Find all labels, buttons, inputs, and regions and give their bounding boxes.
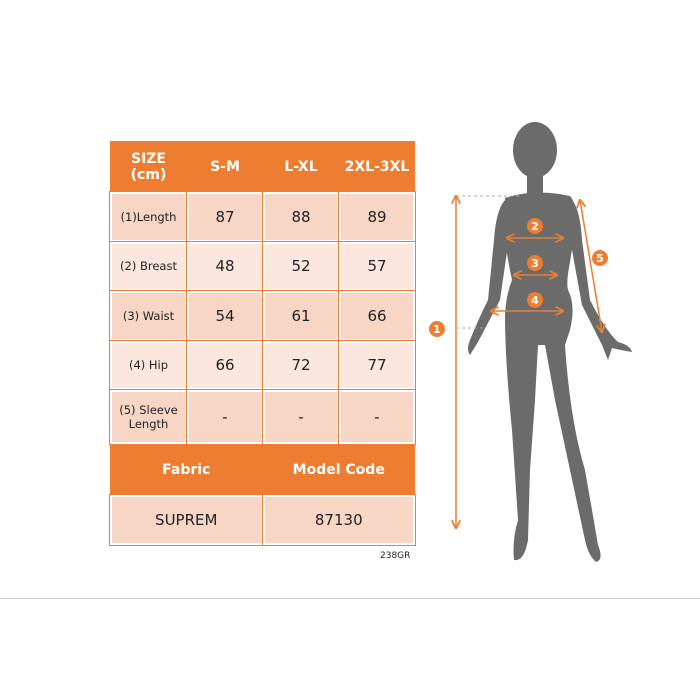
cell: - bbox=[262, 389, 340, 445]
marker-4 bbox=[527, 292, 543, 308]
cell: 48 bbox=[186, 240, 264, 292]
cell: 66 bbox=[338, 290, 416, 342]
cell: 87 bbox=[186, 191, 264, 243]
guide-lines bbox=[456, 195, 520, 329]
table-row: (2) Breast 48 52 57 bbox=[109, 240, 416, 292]
cell: - bbox=[186, 389, 264, 445]
cell: 89 bbox=[338, 191, 416, 243]
size-col: S-M bbox=[187, 141, 263, 192]
measurement-lines bbox=[456, 196, 602, 528]
cell: 54 bbox=[186, 290, 264, 342]
row-label: (5) Sleeve Length bbox=[109, 389, 188, 445]
marker-5-label: 5 bbox=[596, 252, 604, 265]
cell: 61 bbox=[262, 290, 340, 342]
cell: 77 bbox=[338, 339, 416, 391]
cell: 57 bbox=[338, 240, 416, 292]
marker-3 bbox=[527, 255, 543, 271]
markers: 1 2 3 4 5 bbox=[429, 218, 608, 337]
size-header: SIZE (cm) bbox=[110, 141, 187, 192]
table-row: (1)Length 87 88 89 bbox=[109, 191, 416, 243]
model-code-value: 87130 bbox=[261, 494, 416, 546]
marker-3-label: 3 bbox=[531, 257, 539, 270]
cell: 52 bbox=[262, 240, 340, 292]
marker-2-label: 2 bbox=[531, 220, 539, 233]
table-row: (3) Waist 54 61 66 bbox=[109, 290, 416, 342]
row-label: (3) Waist bbox=[109, 290, 188, 342]
cell: 72 bbox=[262, 339, 340, 391]
size-chart-table: SIZE (cm) S-M L-XL 2XL-3XL (1)Length 87 … bbox=[109, 141, 416, 546]
footer-header-row: Fabric Model Code bbox=[110, 444, 415, 495]
header-row: SIZE (cm) S-M L-XL 2XL-3XL bbox=[110, 141, 415, 192]
fabric-header: Fabric bbox=[110, 444, 263, 495]
image-code: 238GR bbox=[380, 551, 411, 561]
model-code-header: Model Code bbox=[262, 444, 415, 495]
marker-5 bbox=[592, 250, 608, 266]
silhouette bbox=[468, 122, 632, 562]
marker-2 bbox=[527, 218, 543, 234]
marker-1-label: 1 bbox=[433, 323, 441, 336]
divider bbox=[0, 598, 700, 599]
row-label: (2) Breast bbox=[109, 240, 188, 292]
marker-1 bbox=[429, 321, 445, 337]
row-label: (4) Hip bbox=[109, 339, 188, 391]
row-label: (1)Length bbox=[109, 191, 188, 243]
table-row: (5) Sleeve Length - - - bbox=[109, 389, 416, 445]
size-col: 2XL-3XL bbox=[339, 141, 415, 192]
marker-4-label: 4 bbox=[531, 294, 539, 307]
size-header-text: SIZE (cm) bbox=[130, 150, 167, 183]
size-col: L-XL bbox=[263, 141, 339, 192]
cell: - bbox=[338, 389, 416, 445]
fabric-value: SUPREM bbox=[109, 494, 264, 546]
footer-value-row: SUPREM 87130 bbox=[109, 494, 416, 546]
cell: 88 bbox=[262, 191, 340, 243]
cell: 66 bbox=[186, 339, 264, 391]
table-row: (4) Hip 66 72 77 bbox=[109, 339, 416, 391]
